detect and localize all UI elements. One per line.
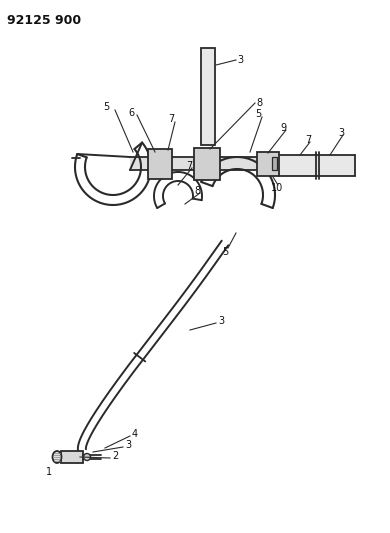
Bar [130,157,275,170]
Text: 8: 8 [256,98,262,108]
Text: 5: 5 [255,109,261,119]
Bar [194,148,220,180]
Text: 2: 2 [112,451,118,461]
Text: 1: 1 [46,467,52,477]
Text: 3: 3 [338,128,344,138]
Ellipse shape [53,451,62,463]
Bar [272,157,277,170]
Text: 7: 7 [305,135,311,145]
Bar [61,451,83,463]
Bar [201,48,215,145]
Text: 7: 7 [186,161,192,171]
Text: 92125 900: 92125 900 [7,14,81,27]
Text: 6: 6 [128,108,134,118]
Bar [279,155,355,176]
Text: 5: 5 [222,247,228,257]
Text: 3: 3 [237,55,243,65]
Text: 3: 3 [125,440,131,450]
Text: 8: 8 [194,186,200,196]
Text: 5: 5 [103,102,109,112]
Text: 10: 10 [271,183,283,193]
Bar [148,149,172,179]
Text: 7: 7 [168,114,174,124]
Bar [257,152,279,176]
Text: 4: 4 [132,429,138,439]
Text: 9: 9 [280,123,286,133]
Circle shape [83,454,90,461]
Text: 3: 3 [218,316,224,326]
